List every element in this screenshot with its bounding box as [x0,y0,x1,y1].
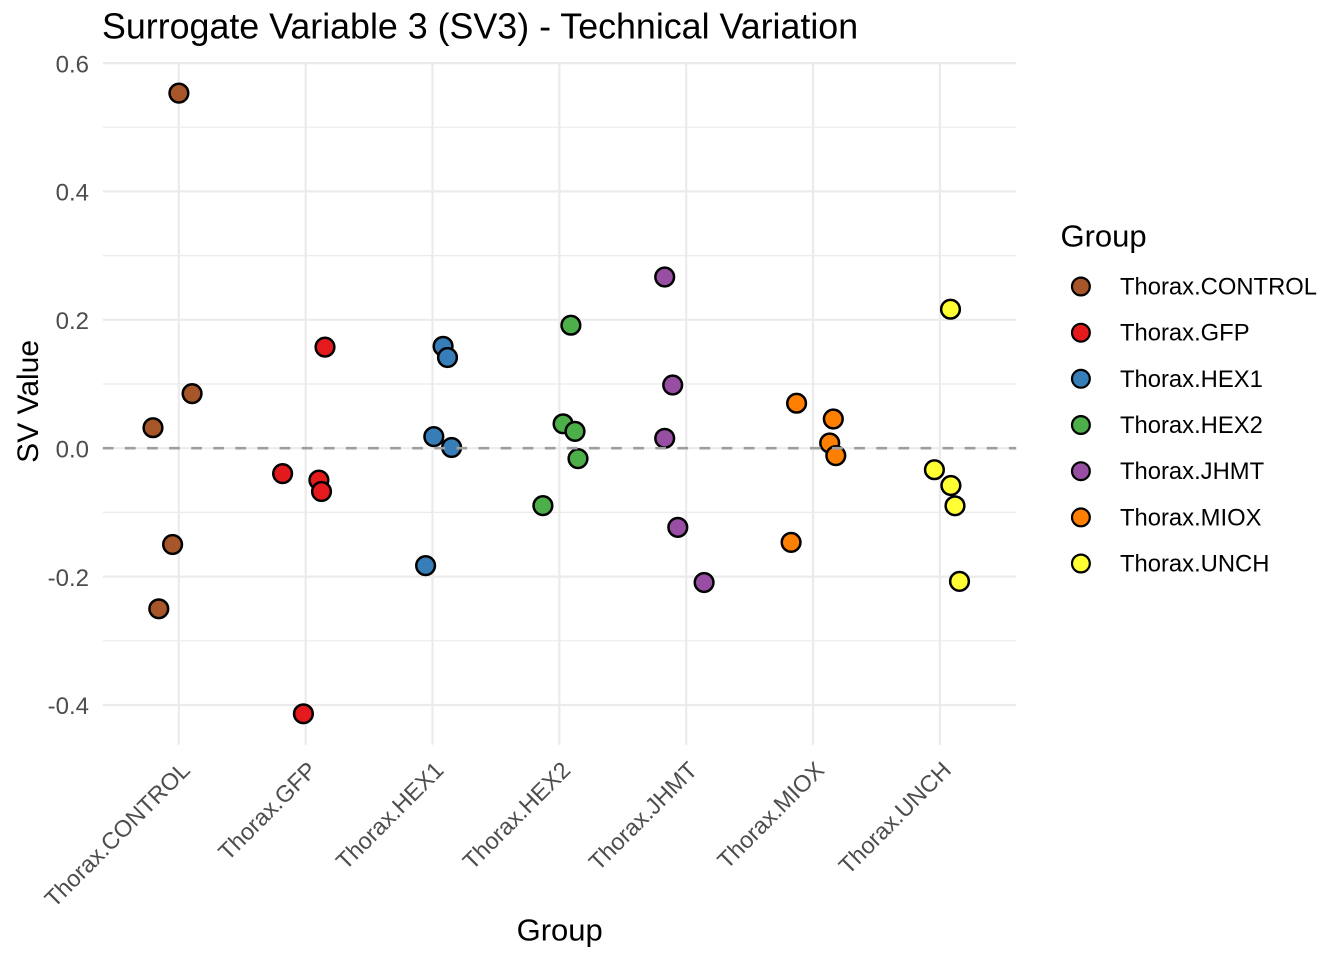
svg-text:Thorax.UNCH: Thorax.UNCH [1120,551,1269,578]
svg-text:Thorax.HEX1: Thorax.HEX1 [1120,366,1263,393]
svg-text:Thorax.CONTROL: Thorax.CONTROL [1120,274,1317,301]
svg-text:0.6: 0.6 [56,51,89,78]
svg-text:Group: Group [1061,219,1147,254]
svg-text:0.2: 0.2 [56,308,89,335]
svg-text:0.0: 0.0 [56,436,89,463]
svg-text:Thorax.HEX2: Thorax.HEX2 [1120,412,1263,439]
svg-text:Thorax.JHMT: Thorax.JHMT [1120,458,1264,485]
svg-text:Thorax.GFP: Thorax.GFP [1120,320,1250,347]
svg-text:Thorax.MIOX: Thorax.MIOX [1120,504,1262,531]
svg-text:Surrogate Variable 3 (SV3) - T: Surrogate Variable 3 (SV3) - Technical V… [102,6,858,46]
svg-text:Group: Group [517,913,603,948]
svg-text:-0.2: -0.2 [48,565,89,592]
svg-text:SV Value: SV Value [12,340,45,463]
svg-text:-0.4: -0.4 [48,693,89,720]
svg-text:0.4: 0.4 [56,180,89,207]
